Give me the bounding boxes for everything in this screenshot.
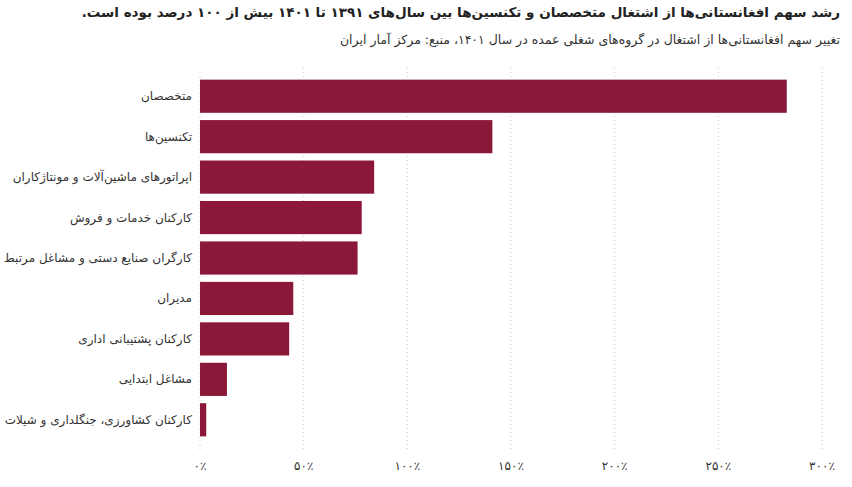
bar: [200, 80, 787, 113]
bar: [200, 161, 374, 194]
category-label: تکنسین‌ها: [145, 130, 192, 145]
tick-label: ۵۰٪: [294, 459, 313, 473]
subtitle: تغییر سهم افغانستانی‌ها از اشتغال در گرو…: [340, 32, 840, 47]
bar: [200, 120, 492, 153]
grid-line: [614, 68, 615, 452]
tick-label: ۲۰۰٪: [602, 459, 628, 473]
grid-line: [718, 68, 719, 452]
bars: [200, 80, 787, 437]
grid-line: [822, 68, 823, 452]
category-label: اپراتورهای ماشین‌آلات و مونتاژکاران: [13, 169, 192, 185]
tick-label: ۳۰۰٪: [809, 459, 835, 473]
category-label: کارکنان خدمات و فروش: [70, 211, 192, 226]
grid-line: [511, 68, 512, 452]
tick-label: ۰٪: [194, 459, 207, 473]
tick-label: ۲۵۰٪: [705, 459, 731, 473]
bar: [200, 201, 362, 234]
category-label: متخصصان: [141, 89, 192, 103]
bar: [200, 322, 289, 355]
bar: [200, 241, 358, 274]
title: رشد سهم افغانستانی‌ها از اشتغال متخصصان …: [82, 4, 840, 20]
bar: [200, 403, 206, 436]
tick-label: ۱۰۰٪: [394, 459, 420, 473]
bar: [200, 282, 293, 315]
tick-label: ۱۵۰٪: [498, 459, 524, 473]
category-label: کارگران صنایع دستی و مشاغل مرتبط: [4, 251, 193, 266]
chart: ۰٪ ۵۰٪ ۱۰۰٪ ۱۵۰٪ ۲۰۰٪ ۲۵۰٪ ۳۰۰٪ متخصصان تکنسین‌ه…: [0, 0, 852, 487]
bar: [200, 363, 227, 396]
category-label: کارکنان پشتیبانی اداری: [78, 332, 192, 347]
category-label: مشاغل ابتدایی: [119, 372, 192, 386]
category-label: مدیران: [157, 291, 192, 306]
category-label: کارکنان کشاورزی، جنگلداری و شیلات: [5, 413, 193, 428]
